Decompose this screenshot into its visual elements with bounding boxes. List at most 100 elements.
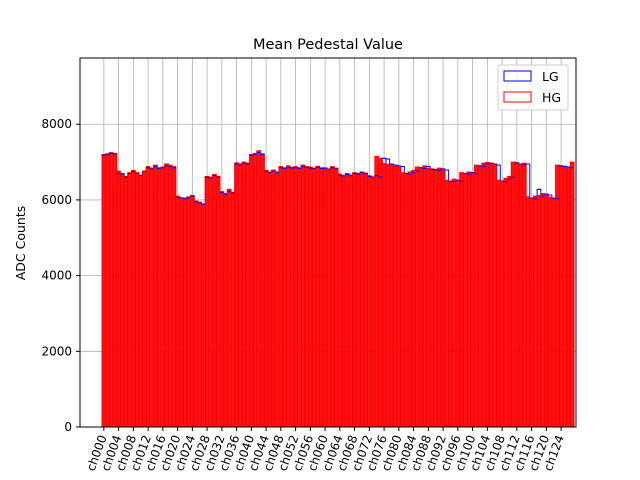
legend-label: HG: [542, 90, 561, 105]
bar: [448, 180, 453, 428]
bar: [278, 166, 284, 428]
legend: LG HG: [497, 64, 569, 111]
bar: [296, 167, 302, 428]
bar: [223, 192, 228, 428]
bar: [182, 197, 188, 428]
bar: [473, 164, 479, 428]
bar: [444, 179, 450, 428]
bar: [367, 175, 372, 428]
bar: [451, 178, 457, 428]
bar: [164, 163, 169, 428]
bar: [378, 157, 383, 428]
bar: [190, 194, 195, 428]
bar: [237, 163, 243, 428]
bar: [208, 176, 214, 428]
bar: [344, 172, 350, 428]
bar: [547, 196, 553, 428]
bar: [274, 171, 280, 428]
bar: [252, 152, 258, 428]
bar: [507, 175, 512, 428]
bar: [105, 153, 110, 428]
bar: [175, 195, 180, 428]
bar: [322, 167, 328, 428]
bar: [201, 203, 206, 428]
bar: [481, 162, 486, 428]
legend-box: [497, 64, 569, 111]
bar: [363, 172, 368, 428]
legend-swatch: [503, 91, 532, 103]
bar: [249, 154, 254, 428]
bar: [300, 164, 306, 428]
bar: [341, 174, 346, 428]
bar: [212, 174, 217, 428]
bar: [414, 166, 420, 428]
bar: [540, 192, 545, 428]
bar: [304, 166, 309, 428]
bar: [330, 166, 335, 428]
bar: [433, 169, 439, 428]
bar: [230, 191, 236, 428]
bar: [532, 195, 538, 428]
bar: [167, 164, 173, 428]
x-axis: ch000ch004ch008ch012ch016ch020ch024ch028…: [84, 427, 567, 473]
bar: [156, 167, 162, 428]
bar: [215, 175, 221, 428]
bar: [407, 171, 413, 428]
y-tick-label: 4000: [41, 269, 72, 283]
bar: [355, 172, 361, 428]
bar: [503, 177, 509, 428]
bar: [551, 197, 557, 428]
y-tick-label: 8000: [41, 117, 72, 131]
bar: [385, 163, 391, 428]
plot-area: 0 2000 4000 6000 8000 ch000ch004ch008ch012ch0…: [41, 57, 577, 473]
bar: [521, 162, 527, 428]
bar: [178, 197, 184, 428]
bar: [370, 176, 376, 428]
bars: [101, 150, 575, 428]
bar: [282, 167, 287, 428]
bar: [470, 172, 475, 428]
y-tick-label: 6000: [41, 193, 72, 207]
bar: [437, 167, 442, 428]
bar: [536, 194, 542, 428]
bar: [293, 166, 298, 428]
bar: [337, 173, 343, 428]
y-axis-label: ADC Counts: [13, 206, 28, 281]
bar: [116, 170, 121, 428]
legend-swatch: [503, 70, 532, 82]
bar: [348, 174, 354, 428]
bar: [488, 162, 494, 428]
bar: [119, 172, 125, 428]
bar: [108, 152, 114, 428]
bar: [374, 155, 380, 428]
bar: [123, 175, 129, 428]
bar: [359, 171, 365, 428]
bar: [241, 161, 247, 428]
bar: [160, 166, 166, 428]
bar: [381, 163, 387, 428]
bar: [142, 170, 147, 428]
bar: [403, 172, 409, 428]
bar: [145, 166, 151, 428]
bar: [459, 172, 464, 428]
bar: [260, 153, 265, 428]
bar: [429, 168, 435, 428]
chart-title: Mean Pedestal Value: [253, 37, 403, 53]
bar: [462, 172, 468, 428]
bar: [256, 150, 262, 428]
bar: [138, 175, 144, 428]
bar: [440, 168, 446, 428]
bar: [562, 165, 568, 428]
bar: [204, 175, 210, 428]
bar: [131, 169, 136, 428]
bar: [544, 193, 549, 428]
bar: [271, 169, 276, 428]
bar: [197, 201, 203, 428]
bar: [400, 172, 405, 428]
bar: [153, 164, 158, 428]
series-lg-outline: [102, 152, 574, 205]
bar: [186, 196, 191, 428]
bar: [226, 188, 232, 428]
bar: [566, 166, 571, 428]
bar: [267, 171, 273, 428]
